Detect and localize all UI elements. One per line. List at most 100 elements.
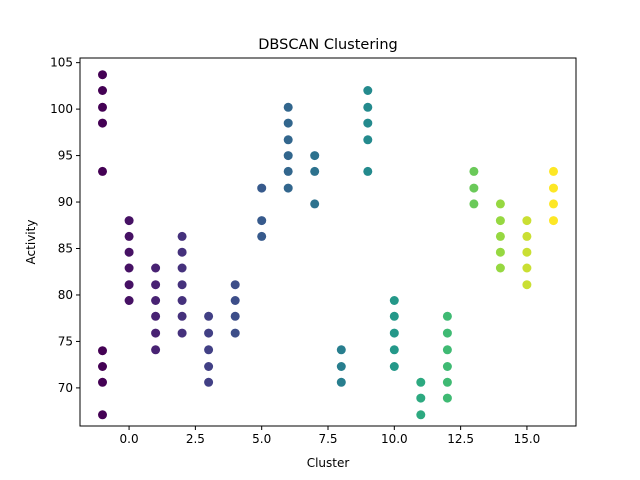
data-point xyxy=(151,263,161,273)
y-axis-label: Activity xyxy=(24,220,38,265)
data-point xyxy=(204,345,214,355)
data-point xyxy=(283,118,293,128)
data-point xyxy=(98,362,107,371)
data-point xyxy=(177,328,187,338)
data-point xyxy=(257,231,267,241)
data-point xyxy=(98,118,107,128)
data-point xyxy=(549,199,558,209)
x-tick-label: 12.5 xyxy=(447,432,474,446)
points-layer xyxy=(98,70,558,420)
data-point xyxy=(416,377,426,387)
x-tick-label: 15.0 xyxy=(514,432,541,446)
data-point xyxy=(522,216,532,226)
data-point xyxy=(177,311,187,321)
data-point xyxy=(98,70,107,80)
data-point xyxy=(230,296,240,305)
y-axis-ticks: 70 75 80 85 90 95 100 105 xyxy=(50,56,80,395)
data-point xyxy=(98,377,107,387)
data-point xyxy=(469,183,479,193)
data-point xyxy=(363,166,373,176)
data-point xyxy=(363,135,373,145)
data-point xyxy=(177,296,187,305)
data-point xyxy=(124,280,134,290)
data-point xyxy=(310,199,320,209)
data-point xyxy=(522,231,532,241)
data-point xyxy=(177,247,187,257)
data-point xyxy=(204,377,214,387)
y-tick-label: 80 xyxy=(58,288,73,302)
data-point xyxy=(495,263,505,273)
x-axis-ticks: 0.0 2.5 5.0 7.5 10.0 12.5 15.0 xyxy=(120,426,541,446)
data-point xyxy=(442,393,452,403)
data-point xyxy=(549,183,558,193)
y-tick-label: 105 xyxy=(50,56,73,70)
data-point xyxy=(230,311,240,321)
data-point xyxy=(549,216,558,226)
data-point xyxy=(495,247,505,257)
data-point xyxy=(283,183,293,193)
data-point xyxy=(283,135,293,145)
data-point xyxy=(124,247,134,257)
chart-title: DBSCAN Clustering xyxy=(258,37,397,53)
data-point xyxy=(442,328,452,338)
y-tick-label: 95 xyxy=(58,149,73,163)
data-point xyxy=(336,345,346,355)
data-point xyxy=(389,296,399,305)
data-point xyxy=(416,410,426,420)
x-tick-label: 0.0 xyxy=(120,432,139,446)
data-point xyxy=(522,280,532,290)
data-point xyxy=(204,311,214,321)
x-tick-label: 10.0 xyxy=(381,432,408,446)
data-point xyxy=(177,231,187,241)
data-point xyxy=(204,362,214,371)
data-point xyxy=(98,166,107,176)
y-tick-label: 75 xyxy=(58,334,73,348)
data-point xyxy=(151,328,161,338)
data-point xyxy=(283,102,293,112)
data-point xyxy=(336,377,346,387)
data-point xyxy=(151,280,161,290)
data-point xyxy=(442,311,452,321)
data-point xyxy=(230,280,240,290)
data-point xyxy=(204,328,214,338)
x-tick-label: 5.0 xyxy=(252,432,271,446)
data-point xyxy=(495,216,505,226)
data-point xyxy=(124,216,134,226)
data-point xyxy=(416,393,426,403)
data-point xyxy=(363,102,373,112)
y-tick-label: 85 xyxy=(58,242,73,256)
data-point xyxy=(442,345,452,355)
data-point xyxy=(124,296,134,305)
data-point xyxy=(98,86,107,95)
data-point xyxy=(177,280,187,290)
data-point xyxy=(98,102,107,112)
data-point xyxy=(98,346,107,356)
data-point xyxy=(389,345,399,355)
y-tick-label: 70 xyxy=(58,381,73,395)
data-point xyxy=(177,263,187,273)
data-point xyxy=(257,183,267,193)
data-point xyxy=(257,216,267,226)
data-point xyxy=(469,166,479,176)
data-point xyxy=(151,296,161,305)
data-point xyxy=(495,231,505,241)
data-point xyxy=(495,199,505,209)
data-point xyxy=(549,166,558,176)
data-point xyxy=(442,362,452,371)
data-point xyxy=(124,231,134,241)
data-point xyxy=(442,377,452,387)
x-tick-label: 7.5 xyxy=(318,432,337,446)
data-point xyxy=(522,247,532,257)
data-point xyxy=(151,345,161,355)
data-point xyxy=(230,328,240,338)
data-point xyxy=(310,151,320,161)
data-point xyxy=(363,86,373,95)
y-tick-label: 90 xyxy=(58,195,73,209)
data-point xyxy=(283,151,293,161)
x-tick-label: 2.5 xyxy=(186,432,205,446)
data-point xyxy=(336,362,346,371)
data-point xyxy=(310,166,320,176)
data-point xyxy=(283,166,293,176)
